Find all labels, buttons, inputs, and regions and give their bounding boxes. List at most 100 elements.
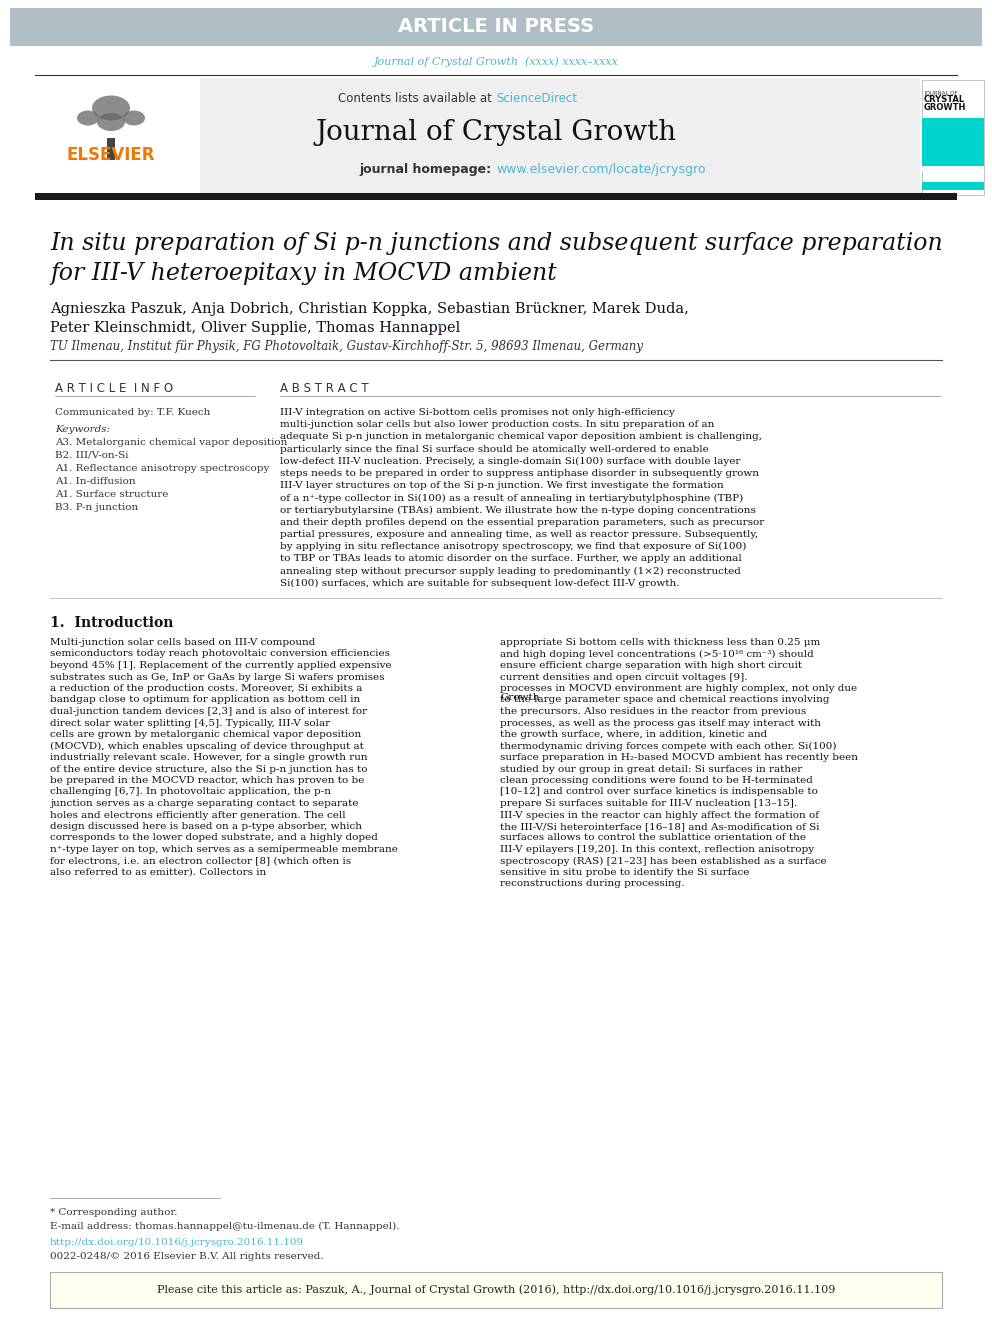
Text: thermodynamic driving forces compete with each other. Si(100): thermodynamic driving forces compete wit… [500, 741, 836, 750]
Bar [107, 138, 115, 160]
Text: * Corresponding author.: * Corresponding author. [50, 1208, 178, 1217]
Text: GROWTH: GROWTH [924, 103, 966, 112]
Text: holes and electrons efficiently after generation. The cell: holes and electrons efficiently after ge… [50, 811, 345, 819]
Text: A B S T R A C T: A B S T R A C T [280, 382, 369, 396]
Text: adequate Si p-n junction in metalorganic chemical vapor deposition ambient is ch: adequate Si p-n junction in metalorganic… [280, 433, 762, 442]
Text: ⁎: ⁎ [438, 321, 442, 329]
Text: ELSEVIER: ELSEVIER [66, 146, 156, 164]
Text: A3. Metalorganic chemical vapor deposition: A3. Metalorganic chemical vapor depositi… [55, 438, 288, 447]
Text: In situ preparation of Si p-n junctions and subsequent surface preparation: In situ preparation of Si p-n junctions … [50, 232, 942, 255]
Bar [922, 79, 984, 194]
Text: the precursors. Also residues in the reactor from previous: the precursors. Also residues in the rea… [500, 706, 806, 716]
Text: for III-V heteroepitaxy in MOCVD ambient: for III-V heteroepitaxy in MOCVD ambient [50, 262, 557, 284]
Text: current densities and open circuit voltages [9].

Growth: current densities and open circuit volta… [500, 672, 748, 703]
Text: studied by our group in great detail: Si surfaces in rather: studied by our group in great detail: Si… [500, 765, 803, 774]
Text: the growth surface, where, in addition, kinetic and: the growth surface, where, in addition, … [500, 730, 767, 740]
Text: http://dx.doi.org/10.1016/j.jcrysgro.2016.11.109: http://dx.doi.org/10.1016/j.jcrysgro.201… [50, 1238, 305, 1248]
Text: annealing step without precursor supply leading to predominantly (1×2) reconstru: annealing step without precursor supply … [280, 566, 741, 576]
Bar [922, 183, 984, 191]
Text: and their depth profiles depend on the essential preparation parameters, such as: and their depth profiles depend on the e… [280, 517, 764, 527]
Text: substrates such as Ge, InP or GaAs by large Si wafers promises: substrates such as Ge, InP or GaAs by la… [50, 672, 385, 681]
Text: multi-junction solar cells but also lower production costs. In situ preparation : multi-junction solar cells but also lowe… [280, 421, 714, 429]
Text: Peter Kleinschmidt, Oliver Supplie, Thomas Hannappel: Peter Kleinschmidt, Oliver Supplie, Thom… [50, 321, 460, 335]
Text: direct solar water splitting [4,5]. Typically, III-V solar: direct solar water splitting [4,5]. Typi… [50, 718, 330, 728]
Text: processes in MOCVD environment are highly complex, not only due: processes in MOCVD environment are highl… [500, 684, 857, 693]
Text: prepare Si surfaces suitable for III-V nucleation [13–15].: prepare Si surfaces suitable for III-V n… [500, 799, 798, 808]
Text: challenging [6,7]. In photovoltaic application, the p-n: challenging [6,7]. In photovoltaic appli… [50, 787, 331, 796]
Text: for electrons, i.e. an electron collector [8] (which often is: for electrons, i.e. an electron collecto… [50, 856, 351, 865]
Text: reconstructions during processing.: reconstructions during processing. [500, 880, 684, 889]
Text: A R T I C L E  I N F O: A R T I C L E I N F O [55, 382, 174, 396]
Text: sensitive in situ probe to identify the Si surface: sensitive in situ probe to identify the … [500, 868, 749, 877]
Text: be prepared in the MOCVD reactor, which has proven to be: be prepared in the MOCVD reactor, which … [50, 777, 364, 785]
Bar [35, 193, 957, 200]
Text: steps needs to be prepared in order to suppress antiphase disorder in subsequent: steps needs to be prepared in order to s… [280, 468, 759, 478]
Text: journal homepage:: journal homepage: [359, 164, 496, 176]
Text: III-V integration on active Si-bottom cells promises not only high-efficiency: III-V integration on active Si-bottom ce… [280, 407, 675, 417]
Text: 0022-0248/© 2016 Elsevier B.V. All rights reserved.: 0022-0248/© 2016 Elsevier B.V. All right… [50, 1252, 323, 1261]
Text: clean processing conditions were found to be H-terminated: clean processing conditions were found t… [500, 777, 812, 785]
Text: A1. Surface structure: A1. Surface structure [55, 490, 169, 499]
Text: ARTICLE IN PRESS: ARTICLE IN PRESS [398, 17, 594, 37]
Text: ScienceDirect: ScienceDirect [496, 91, 577, 105]
Text: (MOCVD), which enables upscaling of device throughput at: (MOCVD), which enables upscaling of devi… [50, 741, 364, 750]
Text: Multi-junction solar cells based on III-V compound: Multi-junction solar cells based on III-… [50, 638, 315, 647]
Text: design discussed here is based on a p-type absorber, which: design discussed here is based on a p-ty… [50, 822, 362, 831]
Text: or tertiarybutylarsine (TBAs) ambient. We illustrate how the n-type doping conce: or tertiarybutylarsine (TBAs) ambient. W… [280, 505, 756, 515]
Bar [10, 8, 982, 46]
Text: particularly since the final Si surface should be atomically well-ordered to ena: particularly since the final Si surface … [280, 445, 708, 454]
Text: dual-junction tandem devices [2,3] and is also of interest for: dual-junction tandem devices [2,3] and i… [50, 706, 367, 716]
Text: industrially relevant scale. However, for a single growth run: industrially relevant scale. However, fo… [50, 753, 368, 762]
Text: spectroscopy (RAS) [21–23] has been established as a surface: spectroscopy (RAS) [21–23] has been esta… [500, 856, 826, 865]
Text: Contents lists available at: Contents lists available at [338, 91, 496, 105]
Ellipse shape [92, 95, 130, 120]
Bar [50, 1271, 942, 1308]
Text: of the entire device structure, also the Si p-n junction has to: of the entire device structure, also the… [50, 765, 367, 774]
Text: CRYSTAL: CRYSTAL [924, 95, 965, 105]
Text: partial pressures, exposure and annealing time, as well as reactor pressure. Sub: partial pressures, exposure and annealin… [280, 531, 758, 538]
Text: of a n⁺-type collector in Si(100) as a result of annealing in tertiarybutylphosp: of a n⁺-type collector in Si(100) as a r… [280, 493, 743, 503]
Text: corresponds to the lower doped substrate, and a highly doped: corresponds to the lower doped substrate… [50, 833, 378, 843]
Text: Journal of Crystal Growth  (xxxx) xxxx–xxxx: Journal of Crystal Growth (xxxx) xxxx–xx… [374, 57, 618, 67]
Text: A1. Reflectance anisotropy spectroscopy: A1. Reflectance anisotropy spectroscopy [55, 464, 270, 474]
Text: B3. P-n junction: B3. P-n junction [55, 503, 138, 512]
Text: B2. III/V-on-Si: B2. III/V-on-Si [55, 451, 129, 460]
Text: III-V layer structures on top of the Si p-n junction. We first investigate the f: III-V layer structures on top of the Si … [280, 482, 724, 491]
Text: Journal of Crystal Growth: Journal of Crystal Growth [315, 119, 677, 147]
Text: TU Ilmenau, Institut für Physik, FG Photovoltaik, Gustav-Kirchhoff-Str. 5, 98693: TU Ilmenau, Institut für Physik, FG Phot… [50, 340, 643, 353]
Text: III-V epilayers [19,20]. In this context, reflection anisotropy: III-V epilayers [19,20]. In this context… [500, 845, 814, 855]
Text: ensure efficient charge separation with high short circuit: ensure efficient charge separation with … [500, 662, 803, 669]
Ellipse shape [123, 111, 145, 126]
Text: appropriate Si bottom cells with thickness less than 0.25 μm: appropriate Si bottom cells with thickne… [500, 638, 820, 647]
Text: Si(100) surfaces, which are suitable for subsequent low-defect III-V growth.: Si(100) surfaces, which are suitable for… [280, 578, 680, 587]
Text: Keywords:: Keywords: [55, 425, 110, 434]
Text: E-mail address: thomas.hannappel@tu-ilmenau.de (T. Hannappel).: E-mail address: thomas.hannappel@tu-ilme… [50, 1222, 400, 1232]
Text: Please cite this article as: Paszuk, A., Journal of Crystal Growth (2016), http:: Please cite this article as: Paszuk, A.,… [157, 1285, 835, 1295]
Text: beyond 45% [1]. Replacement of the currently applied expensive: beyond 45% [1]. Replacement of the curre… [50, 662, 392, 669]
Text: cells are grown by metalorganic chemical vapor deposition: cells are grown by metalorganic chemical… [50, 730, 361, 740]
Text: bandgap close to optimum for application as bottom cell in: bandgap close to optimum for application… [50, 696, 360, 705]
Bar [922, 118, 984, 165]
Text: a reduction of the production costs. Moreover, Si exhibits a: a reduction of the production costs. Mor… [50, 684, 362, 693]
Text: Communicated by: T.F. Kuech: Communicated by: T.F. Kuech [55, 407, 210, 417]
Ellipse shape [97, 112, 125, 131]
Text: low-defect III-V nucleation. Precisely, a single-domain Si(100) surface with dou: low-defect III-V nucleation. Precisely, … [280, 456, 740, 466]
Text: to the large parameter space and chemical reactions involving: to the large parameter space and chemica… [500, 696, 829, 705]
Text: 1.  Introduction: 1. Introduction [50, 617, 174, 630]
Text: semiconductors today reach photovoltaic conversion efficiencies: semiconductors today reach photovoltaic … [50, 650, 390, 659]
Text: to TBP or TBAs leads to atomic disorder on the surface. Further, we apply an add: to TBP or TBAs leads to atomic disorder … [280, 554, 742, 564]
Text: III-V species in the reactor can highly affect the formation of: III-V species in the reactor can highly … [500, 811, 819, 819]
Text: [10–12] and control over surface kinetics is indispensable to: [10–12] and control over surface kinetic… [500, 787, 817, 796]
Text: A1. In-diffusion: A1. In-diffusion [55, 478, 136, 486]
Text: Agnieszka Paszuk, Anja Dobrich, Christian Koppka, Sebastian Brückner, Marek Duda: Agnieszka Paszuk, Anja Dobrich, Christia… [50, 302, 688, 316]
Bar [922, 167, 984, 171]
Bar [200, 78, 920, 198]
Text: JOURNAL OF: JOURNAL OF [924, 91, 957, 97]
Text: processes, as well as the process gas itself may interact with: processes, as well as the process gas it… [500, 718, 821, 728]
Text: www.elsevier.com/locate/jcrysgro: www.elsevier.com/locate/jcrysgro [496, 164, 705, 176]
Bar [30, 83, 195, 173]
Text: the III-V/Si heterointerface [16–18] and As-modification of Si: the III-V/Si heterointerface [16–18] and… [500, 822, 819, 831]
Ellipse shape [77, 111, 99, 126]
Text: surfaces allows to control the sublattice orientation of the: surfaces allows to control the sublattic… [500, 833, 806, 843]
Text: junction serves as a charge separating contact to separate: junction serves as a charge separating c… [50, 799, 358, 808]
